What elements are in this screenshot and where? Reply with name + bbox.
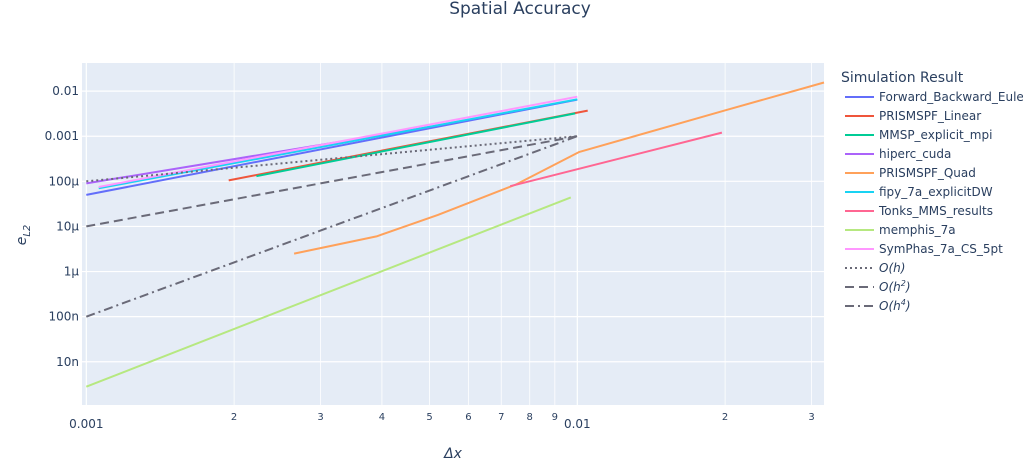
series-line-3: [86, 126, 430, 185]
y-tick-label: 100n: [48, 310, 79, 324]
legend-item-3[interactable]: hiperc_cuda: [879, 147, 951, 161]
x-gridlines: [85, 63, 812, 405]
legend-label: hiperc_cuda: [879, 147, 951, 161]
series-line-6: [509, 131, 723, 188]
x-tick-label: 7: [498, 412, 504, 423]
x-tick-label: 4: [379, 412, 385, 423]
legend-item-4[interactable]: PRISMSPF_Quad: [879, 166, 976, 180]
series-line-9: [86, 135, 578, 183]
legend-item-9[interactable]: O(h): [879, 261, 905, 275]
y-tick-label: 0.01: [52, 84, 79, 98]
svg-text:eL2: eL2: [14, 225, 33, 246]
legend-label: fipy_7a_explicitDW: [879, 185, 993, 199]
y-tick-labels: 10n 100n 1μ 10μ 100μ 0.001 0.01: [45, 84, 80, 369]
legend-item-10[interactable]: O(h2): [879, 279, 911, 294]
legend-label: O(h: [879, 299, 901, 313]
series-line-2: [256, 112, 576, 178]
x-tick-label: 3: [808, 412, 814, 423]
x-tick-label: 8: [527, 412, 533, 423]
legend-label: PRISMSPF_Linear: [879, 109, 981, 123]
legend-title: Simulation Result: [841, 70, 964, 86]
legend-label: PRISMSPF_Quad: [879, 166, 976, 180]
y-gridlines: [82, 90, 824, 363]
legend: Simulation Result Forward_Backward_Euler…: [841, 70, 1023, 313]
legend-label-sup: 2: [901, 279, 906, 288]
chart-title: Spatial Accuracy: [449, 0, 591, 19]
series-line-11: [85, 135, 578, 318]
y-tick-label: 10n: [56, 355, 79, 369]
legend-item-1[interactable]: PRISMSPF_Linear: [879, 109, 981, 123]
x-tick-label: 5: [426, 412, 432, 423]
y-axis-title: eL2: [14, 225, 33, 246]
legend-label-sup: 4: [901, 298, 906, 307]
y-tick-label: 10μ: [56, 219, 79, 233]
series-line-8: [98, 95, 578, 188]
y-tick-label: 0.001: [45, 129, 79, 143]
legend-label-tail: ): [905, 299, 911, 313]
legend-label: Tonks_MMS_results: [878, 204, 993, 218]
x-tick-label: 0.01: [564, 417, 591, 431]
x-axis-title: Δx: [443, 446, 463, 462]
series-line-5: [98, 98, 578, 190]
legend-label: O(h): [879, 261, 905, 275]
legend-label: O(h: [879, 280, 901, 294]
legend-label: memphis_7a: [879, 223, 956, 237]
legend-label: SymPhas_7a_CS_5pt: [879, 242, 1003, 256]
legend-item-2[interactable]: MMSP_explicit_mpi: [879, 128, 992, 142]
x-tick-label: 3: [317, 412, 323, 423]
x-tick-label: 2: [722, 412, 728, 423]
x-tick-labels: 0.001 2 3 4 5 6 7 8 9 0.01 2 3: [69, 412, 815, 431]
legend-label: Forward_Backward_Euler: [879, 90, 1023, 104]
legend-item-0[interactable]: Forward_Backward_Euler: [879, 90, 1023, 104]
y-tick-label: 100μ: [48, 174, 79, 188]
legend-label-tail: ): [905, 280, 911, 294]
y-tick-label: 1μ: [64, 265, 80, 279]
legend-label: MMSP_explicit_mpi: [879, 128, 992, 142]
x-tick-label: 6: [465, 412, 471, 423]
y-axis-title-sub: L2: [22, 225, 33, 237]
y-axis-title-base: e: [14, 237, 30, 246]
legend-item-6[interactable]: Tonks_MMS_results: [878, 204, 993, 218]
legend-item-8[interactable]: SymPhas_7a_CS_5pt: [879, 242, 1003, 256]
x-tick-label: 0.001: [69, 417, 103, 431]
legend-item-7[interactable]: memphis_7a: [879, 223, 956, 237]
x-tick-label: 2: [231, 412, 237, 423]
legend-item-11[interactable]: O(h4): [879, 298, 911, 313]
series-layer: [85, 81, 825, 388]
legend-item-5[interactable]: fipy_7a_explicitDW: [879, 185, 993, 199]
x-tick-label: 9: [552, 412, 558, 423]
series-line-7: [85, 196, 572, 388]
